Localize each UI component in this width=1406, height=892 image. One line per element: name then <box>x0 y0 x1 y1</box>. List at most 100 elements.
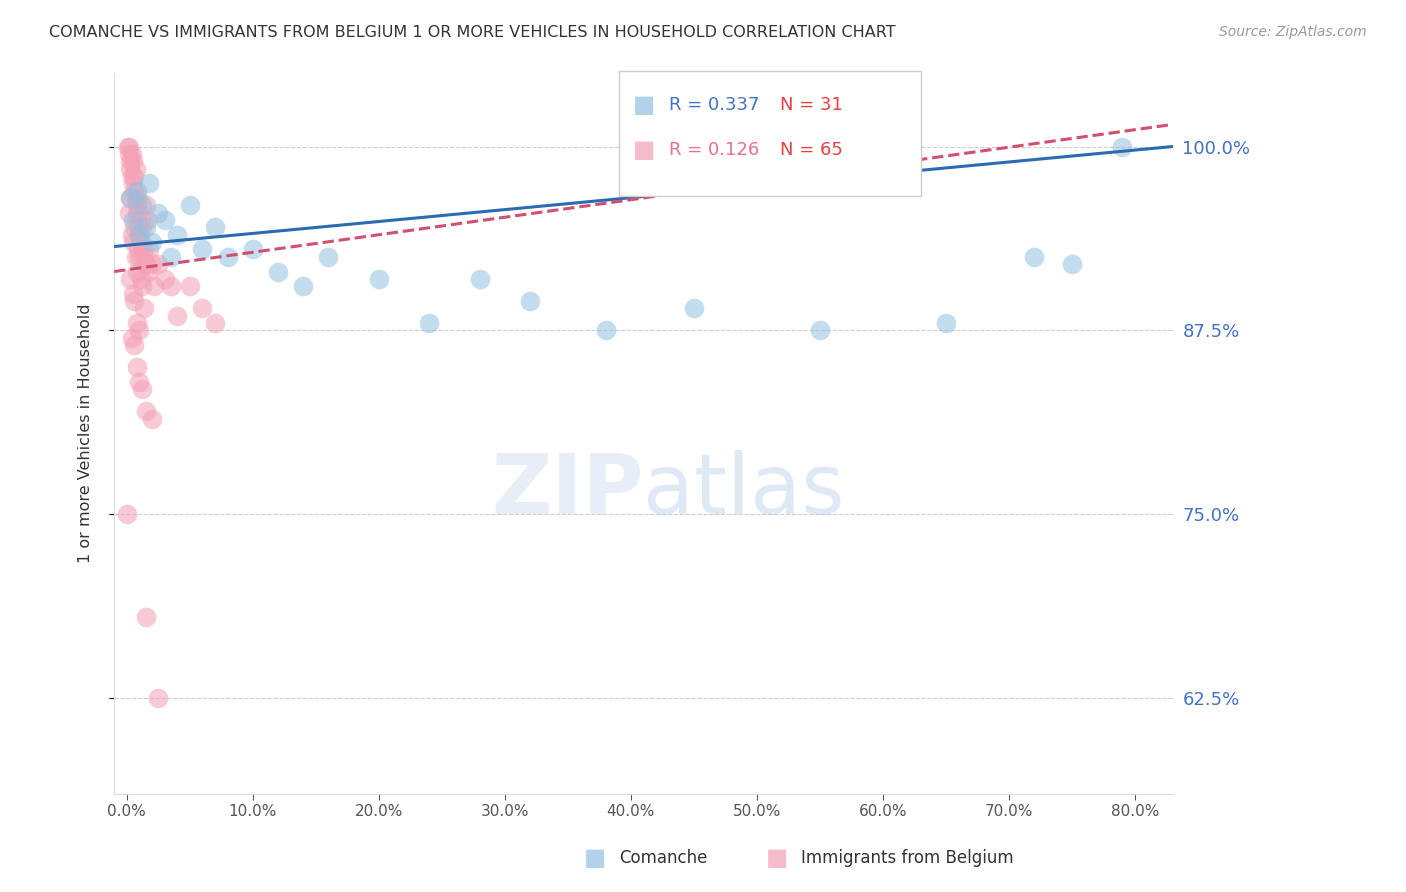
Point <box>204 316 226 330</box>
Point <box>135 257 157 271</box>
Point <box>122 286 145 301</box>
Point <box>135 220 157 235</box>
Text: ■: ■ <box>633 138 655 161</box>
Point <box>129 272 152 286</box>
Point <box>418 316 440 330</box>
Point <box>935 316 957 330</box>
Point <box>125 205 148 219</box>
Text: Comanche: Comanche <box>619 849 707 867</box>
Point <box>141 411 163 425</box>
Point <box>120 191 142 205</box>
Point <box>191 301 214 316</box>
Point <box>122 184 145 198</box>
Text: ■: ■ <box>633 94 655 117</box>
Point <box>128 375 150 389</box>
Point <box>134 250 156 264</box>
Point <box>118 205 141 219</box>
Point <box>1022 250 1045 264</box>
Point <box>595 323 617 337</box>
Point <box>131 220 153 235</box>
Point <box>129 235 152 249</box>
Point <box>131 382 153 396</box>
Point <box>120 161 142 176</box>
Text: Source: ZipAtlas.com: Source: ZipAtlas.com <box>1219 25 1367 39</box>
Text: COMANCHE VS IMMIGRANTS FROM BELGIUM 1 OR MORE VEHICLES IN HOUSEHOLD CORRELATION : COMANCHE VS IMMIGRANTS FROM BELGIUM 1 OR… <box>49 25 896 40</box>
Point <box>138 176 160 190</box>
Y-axis label: 1 or more Vehicles in Household: 1 or more Vehicles in Household <box>79 303 93 563</box>
Point <box>122 213 145 227</box>
Point <box>124 191 146 205</box>
Text: atlas: atlas <box>644 450 845 532</box>
Point <box>135 213 157 227</box>
Point <box>148 205 170 219</box>
Point <box>153 272 176 286</box>
Point <box>118 139 141 153</box>
Point <box>204 220 226 235</box>
Point <box>179 198 201 212</box>
Point <box>122 169 145 183</box>
Text: N = 65: N = 65 <box>780 141 844 159</box>
Point <box>127 220 149 235</box>
Point <box>159 250 181 264</box>
Point <box>134 301 156 316</box>
Point <box>128 227 150 242</box>
Point <box>166 309 188 323</box>
Point <box>148 257 170 271</box>
Point <box>267 264 290 278</box>
Text: ■: ■ <box>766 847 789 870</box>
Point <box>166 227 188 242</box>
Point <box>148 691 170 706</box>
Point <box>122 338 145 352</box>
Point <box>217 250 239 264</box>
Point <box>128 205 150 219</box>
Point <box>120 191 142 205</box>
Point <box>117 139 139 153</box>
Point <box>159 279 181 293</box>
Point <box>120 154 142 169</box>
Point <box>121 331 143 345</box>
Point <box>124 250 146 264</box>
Text: R = 0.337: R = 0.337 <box>669 96 759 114</box>
Point <box>124 161 146 176</box>
Point <box>141 257 163 271</box>
Point <box>153 213 176 227</box>
Point <box>242 243 264 257</box>
Point <box>367 272 389 286</box>
Point <box>122 235 145 249</box>
Point <box>122 293 145 308</box>
Point <box>127 243 149 257</box>
Point <box>120 272 142 286</box>
Text: R = 0.126: R = 0.126 <box>669 141 759 159</box>
Point <box>143 279 166 293</box>
Point <box>128 323 150 337</box>
Point <box>1111 139 1133 153</box>
Point <box>135 198 157 212</box>
Point <box>125 264 148 278</box>
Point <box>121 227 143 242</box>
Point <box>135 404 157 418</box>
Text: ■: ■ <box>583 847 606 870</box>
Text: ZIP: ZIP <box>491 450 644 532</box>
Point <box>141 235 163 249</box>
Point <box>138 243 160 257</box>
Point <box>121 169 143 183</box>
Point <box>191 243 214 257</box>
Point <box>808 323 831 337</box>
Point <box>125 198 148 212</box>
Point <box>125 184 148 198</box>
Point <box>125 316 148 330</box>
Point <box>128 250 150 264</box>
Point <box>125 360 148 375</box>
Point <box>132 243 155 257</box>
Text: Immigrants from Belgium: Immigrants from Belgium <box>801 849 1014 867</box>
Point <box>122 220 145 235</box>
Point <box>179 279 201 293</box>
Point <box>131 198 153 212</box>
Point <box>115 507 138 521</box>
Point <box>122 176 145 190</box>
Point <box>122 154 145 169</box>
Point <box>128 227 150 242</box>
Point <box>1060 257 1083 271</box>
Point <box>127 191 149 205</box>
Point <box>118 146 141 161</box>
